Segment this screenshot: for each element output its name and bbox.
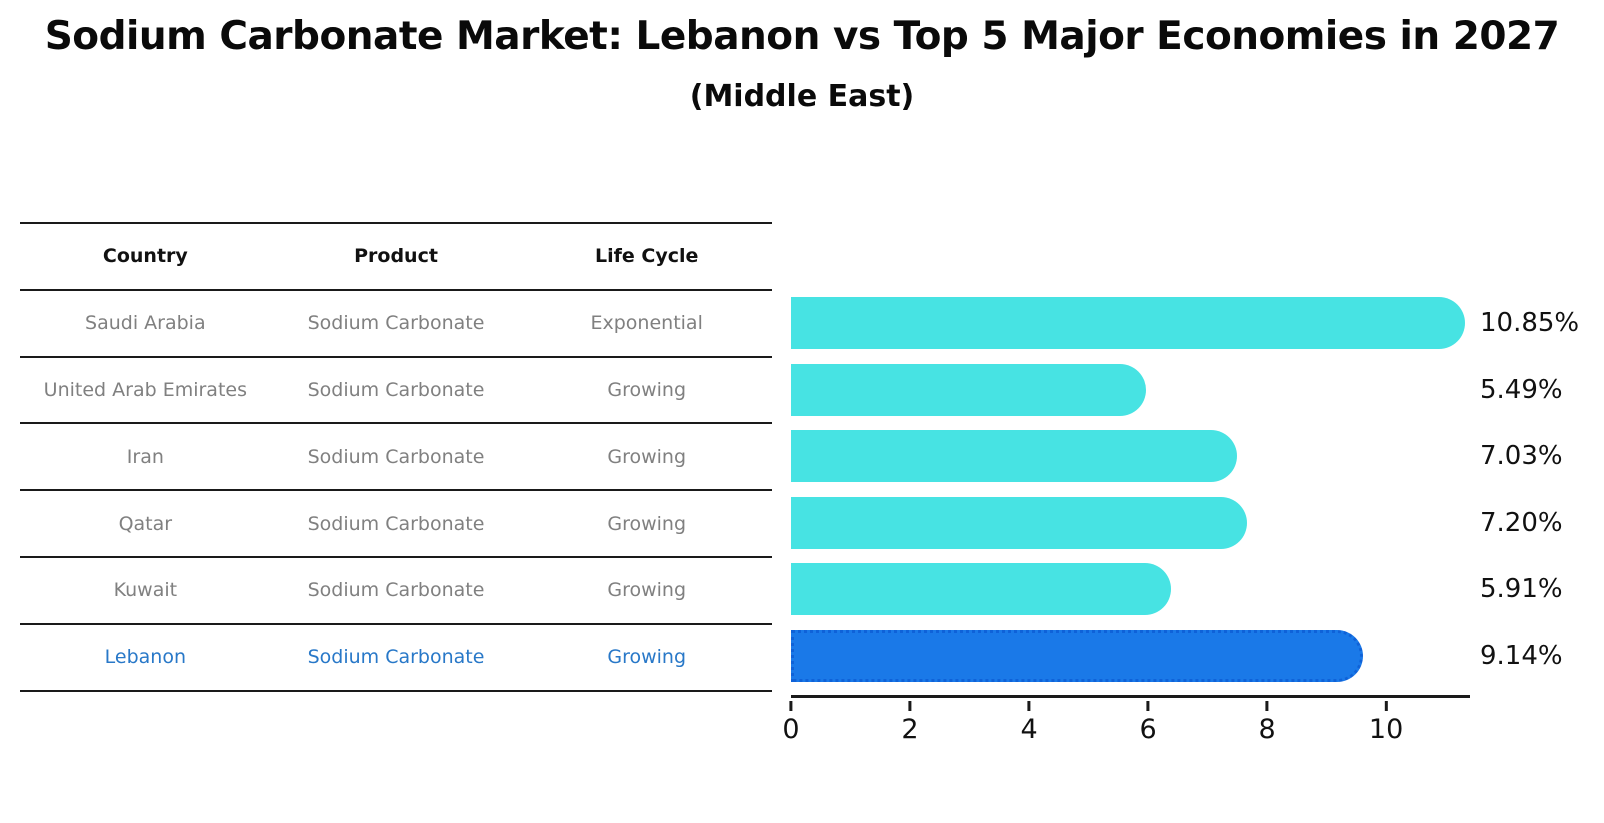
cell-life-cycle: Growing: [607, 512, 687, 535]
tick-mark: [908, 701, 912, 711]
table-row: Saudi Arabia Sodium Carbonate Exponentia…: [20, 291, 772, 358]
bar-value-label: 5.49%: [1480, 374, 1563, 405]
cell-country: Saudi Arabia: [85, 312, 206, 335]
x-axis-tick: 0: [782, 701, 800, 745]
bar-lebanon: [791, 629, 1363, 682]
bar-value-label: 10.85%: [1480, 308, 1580, 338]
cell-life-cycle: Growing: [607, 579, 687, 602]
cell-life-cycle: Growing: [607, 646, 687, 669]
table-row: Kuwait Sodium Carbonate Growing: [20, 558, 772, 625]
bar-row: 10.85%: [791, 297, 1579, 349]
cell-country: Lebanon: [104, 646, 187, 669]
tick-label: 2: [901, 714, 919, 745]
tick-label: 4: [1020, 714, 1038, 745]
cell-country: United Arab Emirates: [43, 378, 247, 401]
bar-value-label: 9.14%: [1480, 640, 1563, 671]
bar-value-label: 7.20%: [1480, 507, 1563, 538]
table-row: United Arab Emirates Sodium Carbonate Gr…: [20, 358, 772, 425]
cell-product: Sodium Carbonate: [307, 312, 485, 335]
bar-value-label: 5.91%: [1480, 574, 1563, 604]
cell-product: Sodium Carbonate: [307, 512, 485, 535]
bar-chart: 10.85% 5.49% 7.03% 7.20% 5.91% 9.14% 0: [782, 288, 1579, 745]
tick-mark: [1146, 701, 1150, 711]
tick-mark: [789, 701, 793, 711]
tick-label: 10: [1368, 714, 1404, 745]
bar-row: 7.20%: [791, 496, 1563, 549]
cell-product: Sodium Carbonate: [307, 445, 485, 468]
cell-life-cycle: Growing: [607, 445, 687, 468]
cell-country: Qatar: [118, 512, 173, 535]
tick-label: 0: [782, 714, 800, 745]
bar-row: 9.14%: [791, 629, 1563, 682]
tick-mark: [1384, 701, 1388, 711]
x-axis-tick: 8: [1258, 701, 1276, 745]
x-axis-tick: 2: [901, 701, 919, 745]
tick-mark: [1265, 701, 1269, 711]
column-header-country: Country: [102, 245, 188, 268]
tick-mark: [1027, 701, 1031, 711]
bar-row: 5.49%: [791, 363, 1563, 416]
bar-value-label: 7.03%: [1480, 441, 1563, 471]
country-table: Country Product Life Cycle Saudi Arabia …: [20, 222, 772, 692]
bar-united-arab-emirates: [791, 363, 1146, 416]
cell-country: Iran: [126, 445, 164, 468]
cell-life-cycle: Growing: [607, 378, 687, 401]
chart-title: Sodium Carbonate Market: Lebanon vs Top …: [44, 14, 1560, 59]
table-row: Iran Sodium Carbonate Growing: [20, 424, 772, 492]
table-row-lebanon: Lebanon Sodium Carbonate Growing: [20, 625, 772, 692]
table-header-row: Country Product Life Cycle: [20, 224, 772, 291]
x-axis-tick: 10: [1369, 701, 1403, 745]
x-axis-tick: 6: [1139, 701, 1157, 745]
cell-product: Sodium Carbonate: [307, 646, 485, 669]
tick-label: 8: [1258, 714, 1276, 745]
chart-subtitle: (Middle East): [689, 79, 915, 114]
bar-qatar: [791, 496, 1248, 549]
bar-row: 5.91%: [791, 563, 1563, 615]
cell-product: Sodium Carbonate: [307, 579, 485, 602]
bar-iran: [791, 430, 1238, 482]
column-header-life-cycle: Life Cycle: [594, 245, 699, 268]
tick-label: 6: [1139, 714, 1157, 745]
bar-kuwait: [791, 563, 1171, 615]
cell-country: Kuwait: [113, 579, 178, 602]
column-header-product: Product: [354, 245, 438, 268]
x-axis-tick: 4: [1020, 701, 1038, 745]
bar-saudi-arabia: [791, 297, 1465, 349]
cell-product: Sodium Carbonate: [307, 378, 485, 401]
bar-row: 7.03%: [791, 430, 1563, 482]
table-row: Qatar Sodium Carbonate Growing: [20, 491, 772, 558]
cell-life-cycle: Exponential: [590, 312, 703, 335]
